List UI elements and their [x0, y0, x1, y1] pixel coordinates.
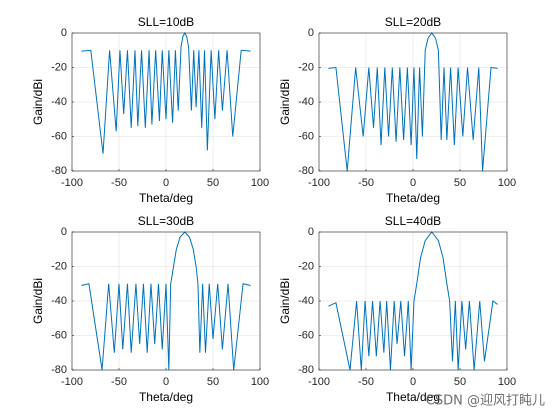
- y-tick-label: -20: [51, 260, 67, 272]
- x-tick-label: 0: [410, 177, 416, 189]
- y-tick-label: -40: [51, 295, 67, 307]
- axes-box: [318, 231, 508, 371]
- y-tick-label: -80: [51, 165, 67, 177]
- x-tick-label: -50: [358, 376, 374, 388]
- y-tick-label: 0: [61, 27, 67, 39]
- x-tick-label: -50: [358, 177, 374, 189]
- x-tick-label: -50: [111, 376, 127, 388]
- x-tick-label: 0: [163, 177, 169, 189]
- x-tick-label: 50: [454, 177, 466, 189]
- y-tick-label: -40: [298, 295, 314, 307]
- x-tick-label: 50: [207, 376, 219, 388]
- x-tick-label: 50: [454, 376, 466, 388]
- x-tick-label: 50: [207, 177, 219, 189]
- axes-box: [71, 231, 261, 371]
- subplot-title: SLL=40dB: [385, 214, 441, 228]
- y-tick-label: -80: [298, 364, 314, 376]
- axes-box: [318, 32, 508, 172]
- data-line: [81, 31, 251, 154]
- y-axis-label: Gain/dBi: [278, 79, 292, 125]
- y-tick-label: -80: [51, 364, 67, 376]
- x-axis-label: Theta/deg: [386, 390, 440, 404]
- x-tick-label: -100: [308, 376, 330, 388]
- data-line: [81, 231, 251, 371]
- y-tick-label: -60: [51, 329, 67, 341]
- x-tick-label: -100: [61, 376, 83, 388]
- y-tick-label: 0: [308, 226, 314, 238]
- y-tick-label: -80: [298, 165, 314, 177]
- y-tick-label: -60: [51, 130, 67, 142]
- y-tick-label: -60: [298, 329, 314, 341]
- subplot-title: SLL=20dB: [385, 15, 441, 29]
- x-tick-label: 0: [410, 376, 416, 388]
- x-tick-label: 100: [498, 177, 516, 189]
- y-tick-label: -20: [51, 61, 67, 73]
- axes-box: [71, 32, 261, 172]
- x-tick-label: -100: [308, 177, 330, 189]
- x-tick-label: 0: [163, 376, 169, 388]
- y-axis-label: Gain/dBi: [31, 278, 45, 324]
- y-tick-label: 0: [308, 27, 314, 39]
- x-axis-label: Theta/deg: [139, 191, 193, 205]
- x-tick-label: 100: [498, 376, 516, 388]
- x-tick-label: -100: [61, 177, 83, 189]
- x-tick-label: 100: [251, 177, 269, 189]
- y-tick-label: -40: [51, 96, 67, 108]
- subplot-title: SLL=30dB: [138, 214, 194, 228]
- watermark: CSDN @迎风打盹儿: [426, 394, 545, 409]
- y-tick-label: 0: [61, 226, 67, 238]
- x-axis-label: Theta/deg: [139, 390, 193, 404]
- subplot-title: SLL=10dB: [138, 15, 194, 29]
- y-tick-label: -60: [298, 130, 314, 142]
- y-tick-label: -20: [298, 260, 314, 272]
- y-axis-label: Gain/dBi: [278, 278, 292, 324]
- x-tick-label: -50: [111, 177, 127, 189]
- data-line: [328, 231, 498, 371]
- data-line: [328, 32, 498, 172]
- y-tick-label: -40: [298, 96, 314, 108]
- y-axis-label: Gain/dBi: [31, 79, 45, 125]
- x-tick-label: 100: [251, 376, 269, 388]
- y-tick-label: -20: [298, 61, 314, 73]
- x-axis-label: Theta/deg: [386, 191, 440, 205]
